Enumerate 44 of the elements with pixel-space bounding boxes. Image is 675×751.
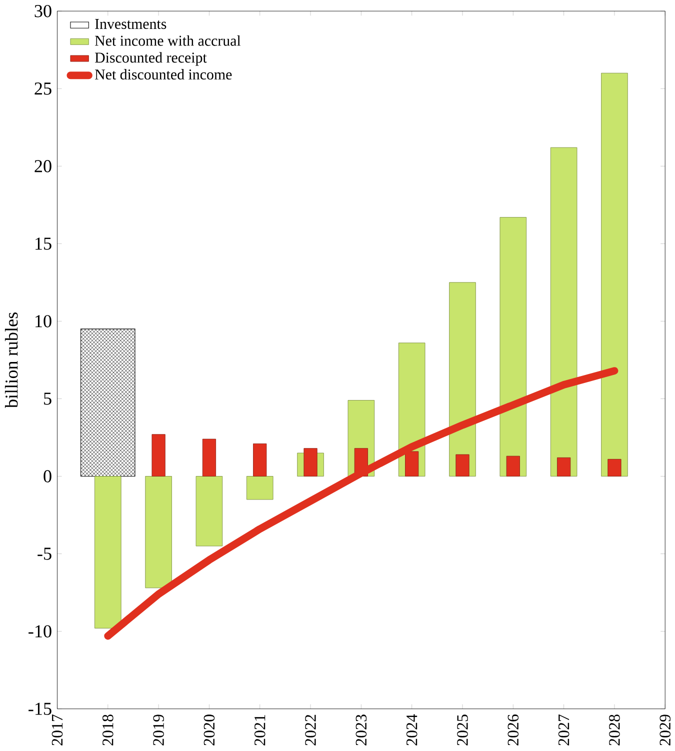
legend-label: Investments bbox=[94, 19, 166, 29]
bar bbox=[455, 454, 470, 476]
y-tick-label: 30 bbox=[34, 4, 52, 18]
bar bbox=[152, 434, 166, 476]
x-tick-label: 2022 bbox=[304, 714, 316, 746]
bar bbox=[303, 448, 318, 476]
bar bbox=[94, 476, 122, 628]
y-tick-label: -15 bbox=[28, 702, 52, 715]
y-tick-label: -5 bbox=[37, 548, 52, 560]
bar bbox=[196, 476, 222, 546]
legend-label: Net discounted income bbox=[94, 69, 232, 80]
bar bbox=[252, 443, 266, 476]
bar bbox=[550, 147, 577, 476]
bar bbox=[246, 476, 274, 500]
bar bbox=[202, 438, 216, 476]
x-tick-label: 2023 bbox=[356, 714, 366, 746]
x-tick-label: 2026 bbox=[508, 714, 518, 746]
x-tick-label: 2019 bbox=[152, 714, 164, 746]
y-tick-label: 5 bbox=[44, 392, 52, 405]
bar bbox=[556, 457, 570, 476]
y-tick-label: 20 bbox=[34, 160, 52, 172]
x-tick-label: 2029 bbox=[659, 714, 670, 746]
bar bbox=[600, 72, 628, 476]
y-tick-label: 25 bbox=[34, 82, 52, 95]
x-tick-label: 2021 bbox=[254, 714, 266, 746]
y-axis-title: billion rubles bbox=[4, 312, 18, 408]
bar bbox=[144, 476, 172, 588]
x-tick-label: 2018 bbox=[102, 714, 114, 746]
legend-label: Discounted receipt bbox=[94, 52, 207, 66]
bar bbox=[500, 217, 526, 476]
bar bbox=[607, 458, 622, 476]
x-tick-label: 2025 bbox=[456, 714, 468, 746]
y-tick-label: 0 bbox=[43, 470, 52, 482]
x-tick-label: 2024 bbox=[406, 714, 417, 746]
bar bbox=[404, 451, 418, 476]
bar bbox=[506, 456, 520, 476]
x-tick-label: 2020 bbox=[204, 714, 214, 746]
x-tick-label: 2017 bbox=[52, 714, 62, 746]
y-tick-label: 15 bbox=[35, 238, 52, 250]
y-tick-label: -10 bbox=[28, 625, 52, 638]
x-tick-label: 2028 bbox=[608, 714, 620, 746]
x-tick-label: 2027 bbox=[558, 714, 569, 746]
legend-label: Net income with accrual bbox=[94, 35, 240, 46]
y-tick-label: 10 bbox=[35, 315, 52, 328]
